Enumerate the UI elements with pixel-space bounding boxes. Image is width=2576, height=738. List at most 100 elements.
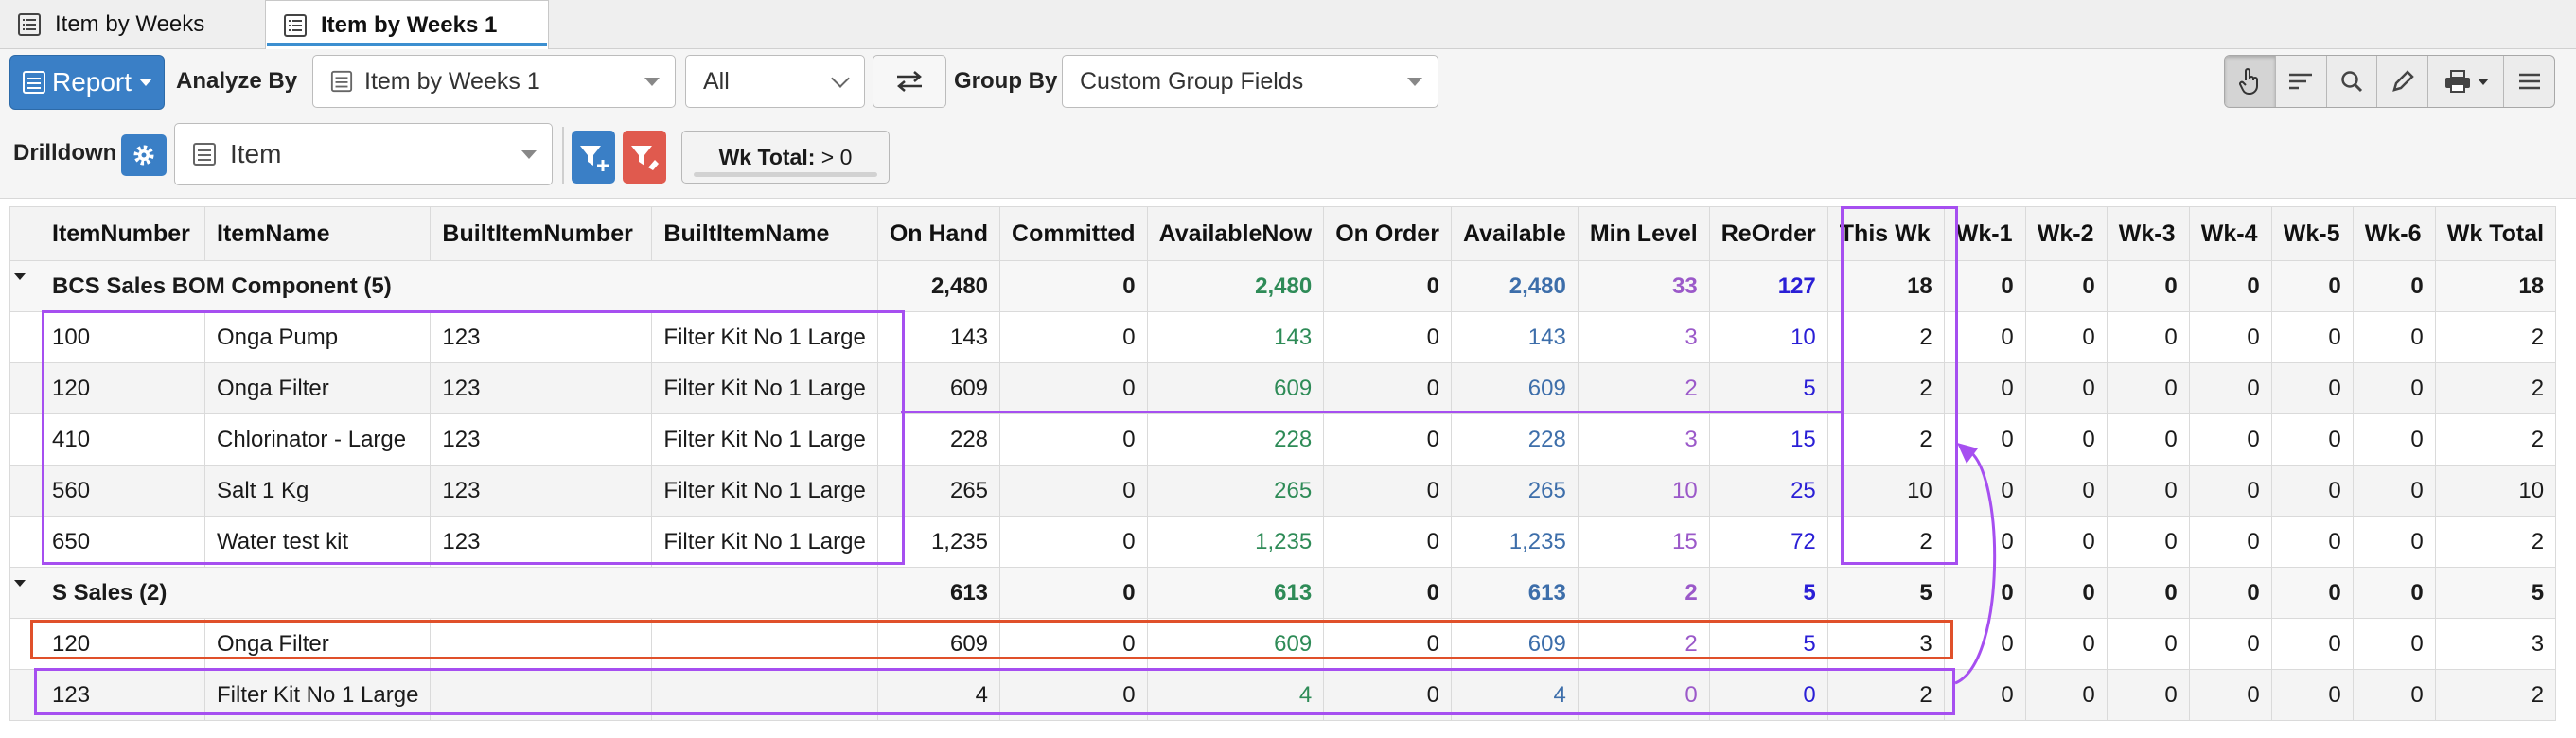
caret-down-icon [139,79,153,86]
edit-button[interactable] [2377,56,2429,107]
print-button[interactable] [2428,56,2505,107]
cell-wk2: 0 [2024,311,2108,363]
cell-itemnumber: 120 [9,618,205,670]
cell-wk3: 0 [2106,465,2190,517]
cell-wk5: 0 [2270,465,2354,517]
cell-builtitemname: Filter Kit No 1 Large [651,311,878,363]
header-row: ItemNumber ItemName BuiltItemNumber Buil… [9,206,2557,261]
cell-available: 609 [1450,618,1579,670]
col-header-minlevel[interactable]: Min Level [1577,206,1710,261]
hamburger-menu-icon [2518,73,2540,90]
collapse-triangle-icon[interactable] [14,579,26,587]
cell-wk5: 0 [2270,669,2354,721]
group-row[interactable]: BCS Sales BOM Component (5) 2,480 0 2,480 0 2… [9,260,2557,312]
cell-itemnumber: 650 [9,516,205,568]
cell-itemnumber: 100 [9,311,205,363]
table-row[interactable]: 120 Onga Filter 609 0 609 0 609 2 5 3 0 0 0 0 0 0 3 [9,618,2557,670]
tab-item-by-weeks[interactable]: Item by Weeks [0,0,261,49]
col-header-wktotal[interactable]: Wk Total [2434,206,2557,261]
col-header-wk2[interactable]: Wk-2 [2024,206,2108,261]
cell-committed: 0 [999,362,1148,414]
table-row[interactable]: 100 Onga Pump 123 Filter Kit No 1 Large 143 0… [9,311,2557,363]
cell-availablenow: 609 [1146,362,1325,414]
col-header-builtitemnumber[interactable]: BuiltItemNumber [430,206,653,261]
table-row[interactable]: 123 Filter Kit No 1 Large 4 0 4 0 4 0 0 2 0 0 0 0 0 0 2 [9,669,2557,721]
col-header-itemnumber[interactable]: ItemNumber [9,206,205,261]
group-total-wk6: 0 [2352,567,2436,619]
cell-wk4: 0 [2188,413,2272,466]
sort-button[interactable] [2276,56,2327,107]
col-header-reorder[interactable]: ReOrder [1708,206,1828,261]
col-header-wk1[interactable]: Wk-1 [1943,206,2026,261]
group-total-availablenow: 613 [1146,567,1325,619]
collapse-triangle-icon[interactable] [14,272,26,280]
col-header-builtitemname[interactable]: BuiltItemName [651,206,878,261]
cell-wktotal: 10 [2434,465,2557,517]
caret-down-icon [644,78,660,86]
cell-wk5: 0 [2270,311,2354,363]
hand-pointer-icon [2239,68,2259,95]
table-row[interactable]: 120 Onga Filter 123 Filter Kit No 1 Large 60… [9,362,2557,414]
cell-itemname: Chlorinator - Large [203,413,432,466]
table-row[interactable]: 410 Chlorinator - Large 123 Filter Kit No 1… [9,413,2557,466]
filter-select[interactable]: All [685,55,865,108]
drilldown-select[interactable]: Item [174,123,553,185]
cell-committed: 0 [999,516,1148,568]
cell-wk1: 0 [1943,516,2026,568]
group-total-thiswk: 18 [1826,260,1945,312]
cell-onhand: 143 [876,311,1001,363]
report-button[interactable]: Report [9,55,165,110]
col-header-committed[interactable]: Committed [999,206,1148,261]
cell-availablenow: 1,235 [1146,516,1325,568]
cell-wk3: 0 [2106,413,2190,466]
cell-reorder: 0 [1708,669,1828,721]
col-header-onhand[interactable]: On Hand [876,206,1001,261]
cell-itemname: Filter Kit No 1 Large [203,669,432,721]
cell-onhand: 1,235 [876,516,1001,568]
cell-wk2: 0 [2024,413,2108,466]
cell-wk5: 0 [2270,413,2354,466]
col-header-thiswk[interactable]: This Wk [1826,206,1945,261]
group-total-minlevel: 2 [1577,567,1710,619]
group-total-onorder: 0 [1323,567,1452,619]
col-header-availablenow[interactable]: AvailableNow [1146,206,1325,261]
group-row[interactable]: S Sales (2) 613 0 613 0 613 2 5 5 0 0 0 0 0 0 5 [9,567,2557,619]
cell-wk5: 0 [2270,618,2354,670]
search-button[interactable] [2327,56,2378,107]
filter-value: All [703,67,730,95]
cell-onhand: 4 [876,669,1001,721]
swap-button[interactable] [873,55,946,108]
group-total-wk3: 0 [2106,567,2190,619]
add-filter-button[interactable] [572,131,615,184]
group-total-minlevel: 33 [1577,260,1710,312]
tab-label: Item by Weeks [55,11,205,37]
col-header-wk6[interactable]: Wk-6 [2352,206,2436,261]
cell-wk2: 0 [2024,465,2108,517]
caret-down-icon [521,150,537,159]
table-row[interactable]: 650 Water test kit 123 Filter Kit No 1 Larg… [9,516,2557,568]
group-total-thiswk: 5 [1826,567,1945,619]
col-header-wk4[interactable]: Wk-4 [2188,206,2272,261]
data-grid: ItemNumber ItemName BuiltItemNumber Buil… [9,206,2557,721]
group-total-wk5: 0 [2270,567,2354,619]
group-by-select[interactable]: Custom Group Fields [1062,55,1438,108]
col-header-available[interactable]: Available [1450,206,1579,261]
clear-filter-button[interactable] [623,131,666,184]
cell-reorder: 15 [1708,413,1828,466]
col-header-onorder[interactable]: On Order [1323,206,1452,261]
cell-wk1: 0 [1943,669,2026,721]
cell-builtitemnumber [430,669,653,721]
col-header-itemname[interactable]: ItemName [203,206,432,261]
analyze-by-select[interactable]: Item by Weeks 1 [312,55,676,108]
drilldown-settings-button[interactable] [121,134,167,176]
menu-button[interactable] [2504,56,2554,107]
cell-minlevel: 15 [1577,516,1710,568]
wk-total-filter-chip[interactable]: Wk Total: > 0 [681,131,890,184]
col-header-wk5[interactable]: Wk-5 [2270,206,2354,261]
touch-mode-button[interactable] [2225,56,2276,107]
table-row[interactable]: 560 Salt 1 Kg 123 Filter Kit No 1 Large 265 0… [9,465,2557,517]
cell-wk5: 0 [2270,362,2354,414]
col-header-wk3[interactable]: Wk-3 [2106,206,2190,261]
tab-item-by-weeks-1[interactable]: Item by Weeks 1 [265,0,549,49]
analyze-by-value: Item by Weeks 1 [364,67,540,95]
